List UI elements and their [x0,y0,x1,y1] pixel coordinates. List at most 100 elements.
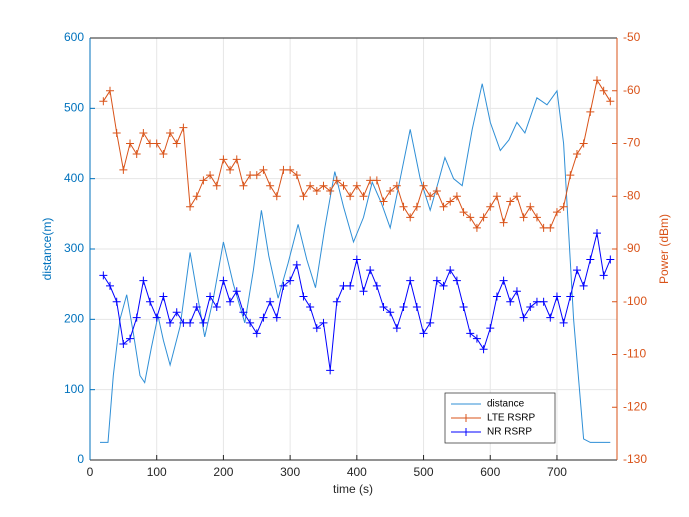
y-tick-label: 100 [64,382,84,396]
plus-marker [492,192,501,201]
plus-marker [139,276,148,285]
plus-marker [199,318,208,327]
y-tick-label: 600 [64,30,84,44]
plus-marker [132,150,141,159]
plus-marker [546,313,555,322]
plus-marker [606,97,615,106]
plus-marker [312,324,321,333]
series-line [100,83,611,443]
plus-marker [266,181,275,190]
plus-marker [439,202,448,211]
plus-marker [426,318,435,327]
plus-marker [412,202,421,211]
plus-marker [226,297,235,306]
plus-marker [252,171,261,180]
plus-marker [579,139,588,148]
plus-marker [126,334,135,343]
plus-marker [186,318,195,327]
plus-marker [499,276,508,285]
plus-marker [166,128,175,137]
plus-marker [572,266,581,275]
plus-marker [466,213,475,222]
plus-marker [112,297,121,306]
plus-marker [332,297,341,306]
x-axis-label: time (s) [333,482,373,496]
plus-marker [166,318,175,327]
plus-marker [172,139,181,148]
plus-marker [192,303,201,312]
plus-marker [186,202,195,211]
y-tick-label: 300 [64,241,84,255]
plus-marker [326,186,335,195]
plus-marker [566,292,575,301]
plus-marker [146,139,155,148]
y2-tick-label: -120 [623,399,647,413]
plus-marker [179,123,188,132]
x-tick-label: 100 [147,465,167,479]
plus-marker [292,260,301,269]
legend-label: NR RSRP [487,427,532,438]
plus-marker [279,281,288,290]
y-tick-label: 200 [64,312,84,326]
y2-axis-label: Power (dBm) [657,214,671,284]
plus-marker [326,366,335,375]
plus-marker [152,139,161,148]
plus-marker [266,297,275,306]
plus-marker [159,292,168,301]
plus-marker [432,186,441,195]
plus-marker [526,303,535,312]
plus-marker [99,271,108,280]
plus-marker [366,266,375,275]
plus-marker [346,281,355,290]
plus-marker [459,208,468,217]
y2-tick-label: -110 [623,347,646,361]
x-tick-label: 300 [280,465,300,479]
plus-marker [446,197,455,206]
plus-marker [432,276,441,285]
plus-marker [272,192,281,201]
plus-marker [392,324,401,333]
plus-marker [492,292,501,301]
plus-marker [599,271,608,280]
plus-marker [486,202,495,211]
plus-marker [252,329,261,338]
plus-marker [399,303,408,312]
plus-marker [472,334,481,343]
plus-marker [512,192,521,201]
plus-marker [106,86,115,95]
plus-marker [99,97,108,106]
plus-marker [212,181,221,190]
plus-marker [152,313,161,322]
plus-marker [139,128,148,137]
y-axis-label: distance(m) [40,218,54,281]
legend-label: LTE RSRP [487,413,535,424]
plus-marker [306,303,315,312]
legend-label: distance [487,399,525,410]
plus-marker [119,339,128,348]
plus-marker [452,192,461,201]
plus-marker [286,276,295,285]
plus-marker [399,202,408,211]
y2-tick-label: -50 [623,30,641,44]
plus-marker [392,181,401,190]
plus-marker [586,107,595,116]
plus-marker [486,324,495,333]
plus-marker [246,171,255,180]
plus-marker [472,223,481,232]
y2-tick-label: -70 [623,136,641,150]
plus-marker [239,181,248,190]
plus-marker [259,313,268,322]
plus-marker [586,255,595,264]
plus-marker [506,197,515,206]
plus-marker [552,208,561,217]
plus-marker [359,192,368,201]
plus-marker [452,276,461,285]
plus-marker [406,276,415,285]
plus-marker [159,150,168,159]
x-tick-label: 600 [480,465,500,479]
plus-marker [299,292,308,301]
plus-marker [259,165,268,174]
plus-marker [246,318,255,327]
y-tick-label: 400 [64,171,84,185]
